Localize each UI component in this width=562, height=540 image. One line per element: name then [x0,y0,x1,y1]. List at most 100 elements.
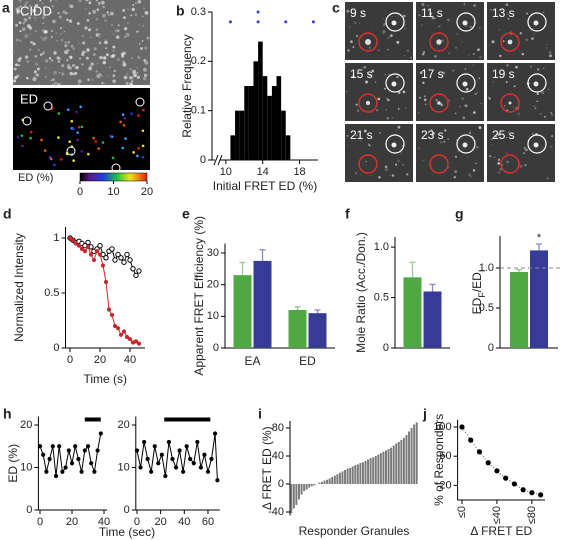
data-point [60,469,65,474]
histogram-bar [285,135,291,160]
speckle [28,4,31,7]
granule [365,39,371,45]
speckle [365,80,368,84]
bar [288,310,307,348]
speckle [32,42,36,46]
bar [385,450,387,484]
speckle [448,133,450,135]
bar [346,468,349,484]
speckle [122,51,127,56]
speckle [542,11,545,14]
frame-time: 15 s [350,67,373,81]
speckle [441,39,444,42]
speckle [469,25,472,28]
bar [415,422,418,484]
bar [321,481,323,484]
speckle [346,90,348,93]
speckle [418,14,421,17]
speckle [403,14,406,18]
speckle [498,14,501,17]
speckle [434,17,436,20]
bar [510,272,528,348]
speckle [122,62,127,67]
data-point [124,334,130,340]
speckle [84,26,88,30]
speckle [351,75,354,78]
speckle [404,27,407,30]
speckle [131,80,134,83]
speckle [440,103,444,107]
data-point [82,448,87,453]
speckle [106,11,109,14]
data-point [76,243,82,248]
data-point [76,456,81,462]
speckle [456,33,459,36]
x-axis-label: Initial FRET ED (%) [213,179,317,193]
speckle [45,76,47,78]
speckle [370,174,372,176]
speckle [419,96,421,99]
data-point [97,252,103,257]
y-tick-label: 0 [53,342,59,354]
speckle [116,29,120,33]
granule-dot [87,152,90,156]
speckle [23,18,28,22]
speckle [551,135,554,138]
speckle [359,174,362,176]
error-bar [536,243,542,251]
speckle [383,24,385,26]
annotation: * [537,232,542,244]
data-point [127,337,133,342]
speckle [549,54,552,58]
speckle [41,29,45,33]
speckle [33,70,37,74]
granule-dot [57,136,60,139]
speckle [494,9,496,11]
speckle [531,37,534,40]
speckle [55,32,57,34]
speckle [101,81,104,85]
responder-circle [135,97,145,107]
data-point [468,437,474,443]
data-point [103,255,109,261]
speckle [34,54,38,58]
speckle [423,51,426,53]
target-circle [429,32,449,52]
error-bar [409,261,416,278]
speckle [95,28,99,32]
data-point [520,487,526,493]
data-point [133,339,139,344]
bar [374,456,377,484]
frame-time: 9 s [350,6,366,20]
data-point [115,326,121,331]
speckle [468,173,472,177]
speckle [533,105,536,108]
speckle [395,163,398,166]
data-point [177,448,182,453]
bar [382,451,385,484]
x-tick-label: 40 [124,354,136,366]
speckle [508,131,510,133]
data-point [166,439,172,445]
histogram-bar [248,86,254,160]
speckle [53,70,58,75]
target-circle [358,154,378,174]
speckle [364,66,367,68]
frame [416,63,484,121]
speckle [505,81,508,84]
speckle [88,28,92,32]
y-tick-label: 0 [213,342,219,354]
bar [308,484,311,488]
panel-label: g [455,206,464,222]
speckle [103,82,106,85]
speckle [127,8,130,11]
speckle [39,0,42,2]
marker-dot [311,20,315,24]
granule-dot [79,105,82,109]
bar [408,431,411,484]
data-point [94,249,100,254]
speckle [536,100,538,103]
speckle [136,67,139,69]
axis-break-gap [215,156,220,164]
speckle [456,111,458,113]
